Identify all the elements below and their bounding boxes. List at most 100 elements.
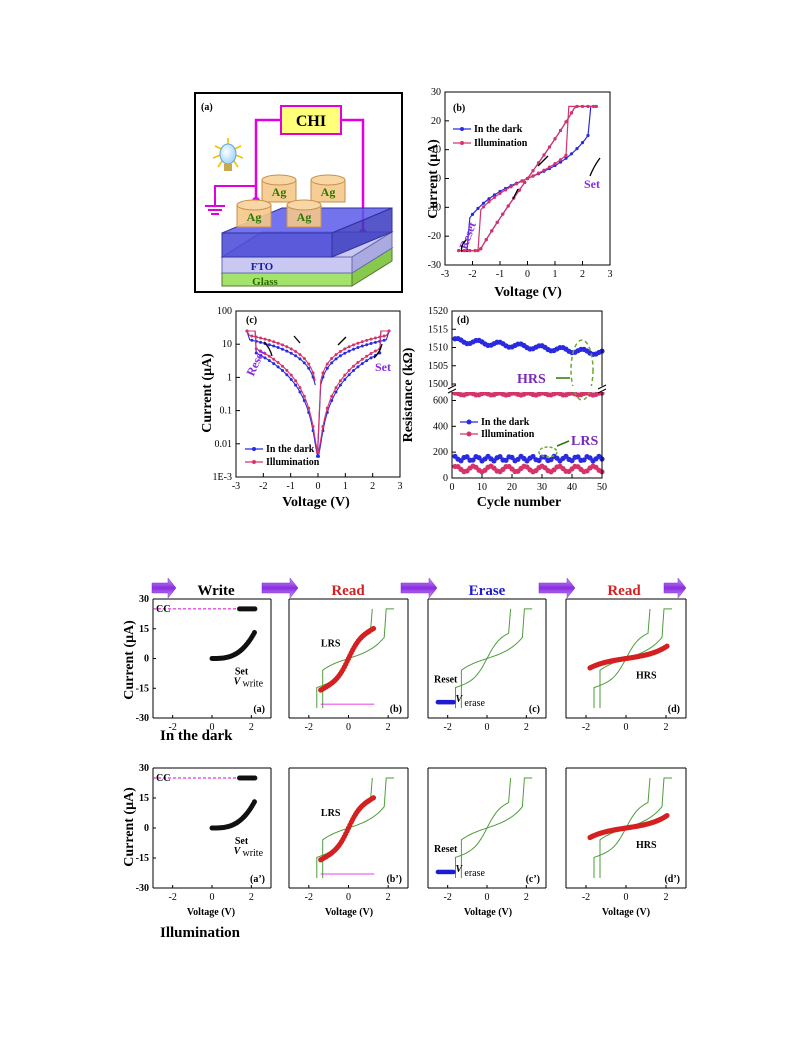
x-tick-label: 3 — [608, 269, 613, 280]
bottom-figure: Write Read Erase Read Current (μA) Curre… — [122, 577, 687, 941]
data-point — [360, 344, 364, 348]
chart-b: Current (μA) Voltage (V) (b) In the dark… — [426, 87, 613, 300]
data-point — [263, 352, 267, 356]
data-point — [509, 185, 513, 189]
x-tick-label: 2 — [249, 892, 254, 903]
data-point — [294, 354, 298, 358]
x-tick-label: 0 — [624, 892, 629, 903]
x-tick-label: 2 — [249, 722, 254, 733]
y-tick-label: 0.01 — [215, 439, 233, 450]
chart-c: Current (μA) Voltage (V) (c) In the dark… — [200, 306, 403, 510]
arrow-icon — [556, 440, 570, 447]
lrs-highlight — [538, 446, 558, 458]
legend-label: Illumination — [266, 457, 320, 468]
legend-label: In the dark — [481, 417, 530, 428]
data-point — [503, 188, 508, 192]
data-point — [276, 346, 280, 350]
x-tick-label: 2 — [664, 722, 669, 733]
data-point — [451, 869, 456, 875]
data-point — [347, 345, 351, 349]
y-tick-label: 1520 — [428, 306, 448, 317]
y-tick-label: 1E-3 — [213, 472, 232, 483]
data-point — [280, 347, 284, 351]
data-point — [470, 457, 476, 463]
data-point — [473, 248, 477, 253]
reference-loop — [455, 608, 512, 709]
x-tick-label: 1 — [343, 481, 348, 492]
data-point — [497, 453, 503, 460]
y-tick-label: 0 — [144, 654, 149, 665]
data-point — [294, 349, 298, 353]
iv-subplot: -2 0 2 (d’) HRS — [565, 767, 687, 903]
data-point — [330, 399, 334, 403]
data-point — [252, 775, 258, 781]
x-axis-label: Voltage (V) — [602, 907, 650, 918]
y-tick-label: -20 — [428, 231, 441, 242]
step-label-read: Read — [331, 583, 365, 599]
ag-electrodes: Ag Ag Ag Ag — [236, 174, 346, 228]
wire-right — [341, 118, 365, 232]
data-point — [307, 362, 311, 366]
data-point — [591, 104, 596, 109]
reference-loop — [460, 608, 533, 709]
data-point — [347, 373, 351, 377]
data-point — [302, 361, 306, 365]
data-point — [343, 377, 347, 381]
data-point — [259, 353, 263, 357]
data-point — [373, 336, 377, 340]
x-tick-label: 3 — [398, 481, 403, 492]
iv-subplot: -2 0 2 (c’) Reset V erase — [427, 767, 547, 903]
data-point — [267, 343, 271, 347]
x-tick-label: 30 — [537, 482, 547, 493]
data-point — [575, 454, 581, 460]
x-tick-label: 2 — [370, 481, 375, 492]
data-point — [338, 349, 342, 353]
reset-label: Reset — [434, 674, 458, 685]
x-tick-label: -3 — [232, 481, 240, 492]
data-point — [343, 351, 347, 355]
v-write-label: V — [234, 676, 242, 687]
data-point — [285, 349, 289, 353]
v-write-subscript: write — [242, 678, 263, 689]
data-point — [356, 346, 360, 350]
data-point — [664, 812, 670, 819]
data-point — [586, 133, 590, 138]
annotation-set: Set — [584, 177, 600, 191]
y-tick-label: -15 — [136, 853, 149, 864]
y-tick-label: -15 — [136, 683, 149, 694]
data-point — [294, 383, 298, 387]
data-point — [664, 643, 670, 649]
data-point — [514, 182, 519, 186]
data-point — [580, 140, 585, 145]
data-point — [334, 353, 338, 357]
x-axis-label: Cycle number — [477, 495, 561, 510]
ag-label: Ag — [321, 185, 336, 199]
panel-label: (c’) — [526, 874, 540, 885]
x-tick-label: 0 — [624, 722, 629, 733]
data-point — [289, 373, 293, 377]
data-point — [378, 335, 382, 339]
reference-loop — [593, 777, 651, 878]
legend: In the dark Illumination — [453, 124, 528, 149]
y-tick-label: 400 — [433, 421, 448, 432]
x-tick-label: 0 — [485, 892, 490, 903]
data-point — [267, 359, 271, 363]
data-point — [245, 329, 249, 333]
data-point — [373, 340, 377, 344]
data-point — [334, 386, 338, 390]
chi-label: CHI — [296, 113, 326, 130]
y-tick-label: 10 — [431, 145, 441, 156]
data-point — [347, 368, 351, 372]
y-tick-label: 15 — [139, 624, 149, 635]
data-point — [254, 347, 258, 351]
data-point — [280, 343, 284, 347]
data-point — [492, 193, 497, 197]
data-point — [370, 795, 377, 801]
data-point — [352, 364, 356, 368]
data-point — [495, 220, 499, 224]
chart-d: Resistance (kΩ) Cycle number (d) In the … — [401, 306, 607, 510]
data-point — [343, 373, 347, 377]
x-tick-label: 50 — [597, 482, 607, 493]
data-point — [558, 158, 563, 162]
